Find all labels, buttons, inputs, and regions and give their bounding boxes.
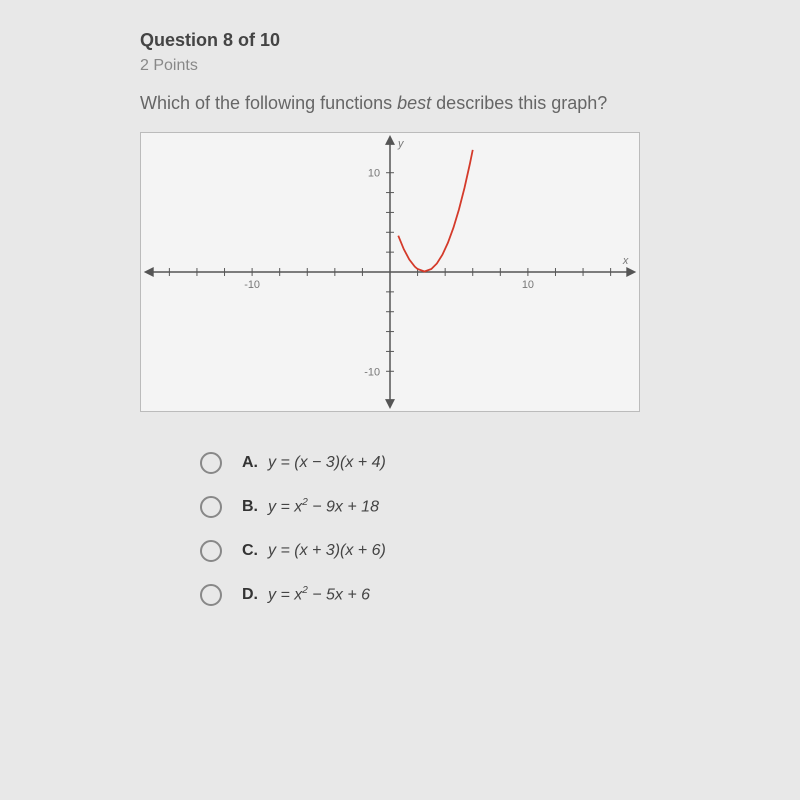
radio-icon[interactable] [200,584,222,606]
question-number: Question 8 of 10 [140,30,660,51]
svg-text:y: y [397,138,404,150]
prompt-post: describes this graph? [431,93,607,113]
prompt-em: best [397,93,431,113]
svg-text:10: 10 [368,168,380,180]
svg-text:-10: -10 [244,279,260,291]
prompt-pre: Which of the following functions [140,93,397,113]
question-points: 2 Points [140,57,660,75]
option-letter: B. [242,498,258,516]
option-expression: y = x2 − 5x + 6 [268,585,370,604]
option-letter: C. [242,542,258,560]
option-d[interactable]: D. y = x2 − 5x + 6 [200,584,660,606]
option-a[interactable]: A. y = (x − 3)(x + 4) [200,452,660,474]
option-c[interactable]: C. y = (x + 3)(x + 6) [200,540,660,562]
answer-options: A. y = (x − 3)(x + 4) B. y = x2 − 9x + 1… [140,452,660,606]
option-expression: y = x2 − 9x + 18 [268,497,379,516]
option-expression: y = (x − 3)(x + 4) [268,454,386,472]
radio-icon[interactable] [200,540,222,562]
function-graph: -10 10 -10 10 y x [141,133,639,411]
radio-icon[interactable] [200,452,222,474]
radio-icon[interactable] [200,496,222,518]
option-letter: D. [242,586,258,604]
option-b[interactable]: B. y = x2 − 9x + 18 [200,496,660,518]
svg-text:10: 10 [522,279,534,291]
option-letter: A. [242,454,258,472]
question-prompt: Which of the following functions best de… [140,93,660,114]
option-expression: y = (x + 3)(x + 6) [268,542,386,560]
svg-text:-10: -10 [364,366,380,378]
svg-text:x: x [622,255,629,267]
graph-container: -10 10 -10 10 y x [140,132,640,412]
